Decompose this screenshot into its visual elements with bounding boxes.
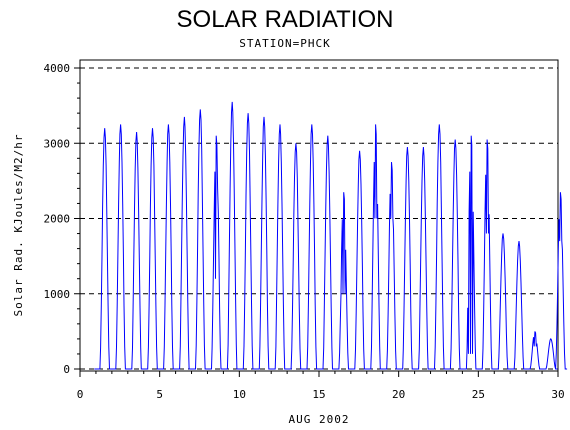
x-tick-label-15: 15 [312,388,325,401]
x-axis-label: AUG 2002 [289,413,350,426]
x-axis: 0 5 10 15 20 25 30 [77,371,565,401]
chart-title: SOLAR RADIATION [176,6,394,33]
x-tick-label-5: 5 [156,388,163,401]
y-tick-label-1000: 1000 [44,288,71,301]
x-tick-label-30: 30 [551,388,564,401]
x-tick-label-20: 20 [392,388,405,401]
x-tick-label-0: 0 [77,388,84,401]
y-axis: 0 1000 2000 3000 4000 [44,62,80,376]
y-tick-label-0: 0 [63,363,70,376]
x-tick-label-10: 10 [233,388,246,401]
series-line [94,101,568,370]
x-tick-label-25: 25 [472,388,485,401]
y-tick-label-2000: 2000 [44,213,71,226]
y-tick-label-3000: 3000 [44,137,71,150]
y-axis-label: Solar Rad. KJoules/M2/hr [12,134,25,317]
chart-subtitle: STATION=PHCK [239,37,331,50]
y-tick-label-4000: 4000 [44,62,71,75]
